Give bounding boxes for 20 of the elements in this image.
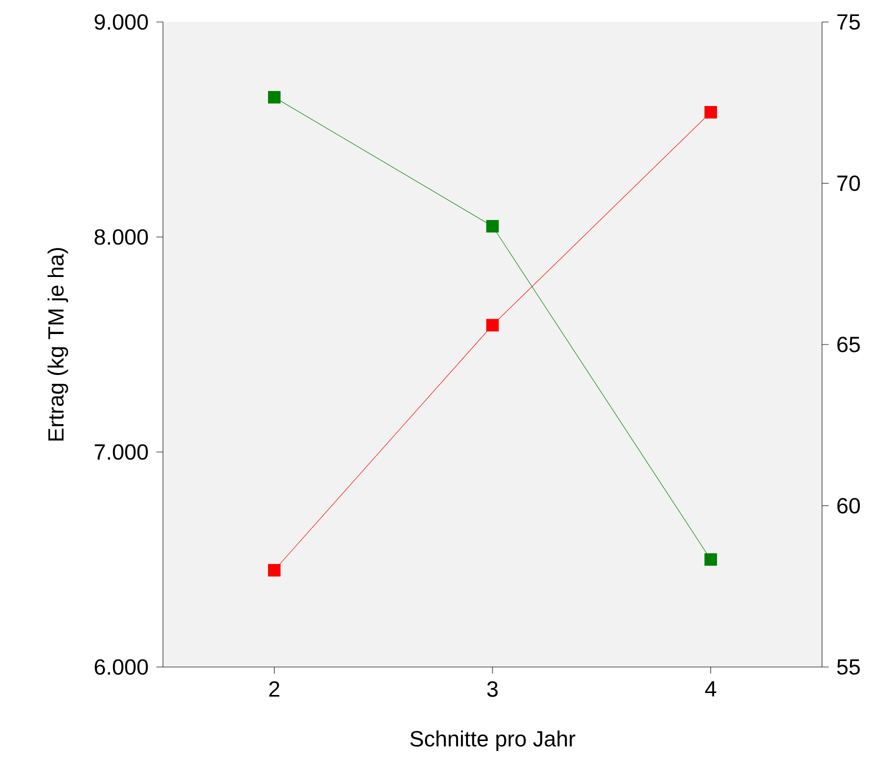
- point: [704, 553, 717, 566]
- y2-tick-label: 70: [837, 175, 860, 192]
- y-tick-label: 7.000: [94, 444, 148, 460]
- x-tick-label: 4: [705, 681, 716, 696]
- y-tick-label: 6.000: [94, 659, 148, 675]
- y-tick-label: 8.000: [94, 229, 148, 245]
- point: [268, 90, 281, 104]
- x-axis-title: Schnitte pro Jahr: [410, 730, 576, 751]
- point: [704, 106, 717, 119]
- point: [486, 220, 499, 233]
- y2-tick-label: 55: [837, 659, 860, 675]
- y2-tick-label: 75: [837, 14, 860, 30]
- point: [268, 564, 281, 577]
- point: [486, 318, 499, 332]
- x-tick-label: 2: [269, 681, 280, 697]
- y2-tick-label: 60: [837, 498, 860, 514]
- y-axis-title: Ertrag (kg TM je ha): [48, 248, 68, 441]
- x-tick-label: 3: [487, 681, 498, 697]
- y-tick-label: 9.000: [94, 14, 148, 30]
- y2-tick-label: 65: [837, 336, 860, 352]
